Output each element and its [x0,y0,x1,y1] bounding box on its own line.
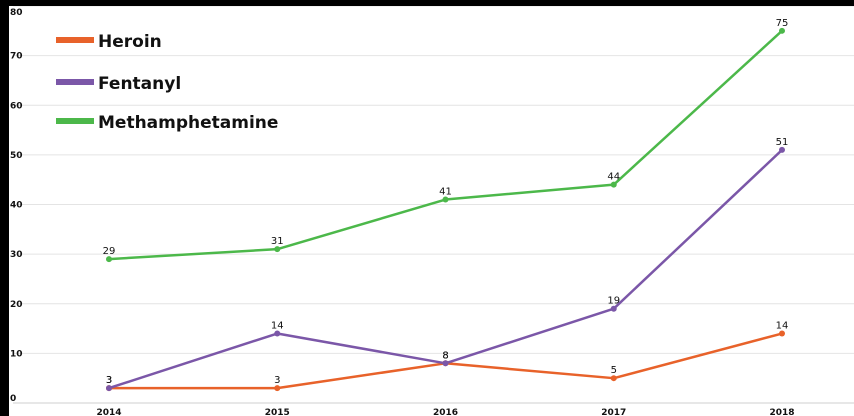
y-tick-label-70: 70 [10,52,23,62]
legend-label-fentanyl: Fentanyl [98,74,181,94]
data-label-methamphetamine-2016: 41 [439,187,452,198]
y-tick-label-80: 80 [10,8,23,18]
data-point-fentanyl-2016 [442,360,449,367]
x-tick-label-2015: 2015 [265,408,290,416]
series-line-methamphetamine [108,29,783,261]
data-point-heroin-2015 [274,385,281,392]
x-axis-ticks: 2014 2015 2016 2017 2018 [96,408,794,416]
legend-label-methamphetamine: Methamphetamine [98,113,278,133]
data-label-heroin-2018: 14 [776,321,789,332]
data-point-methamphetamine-2016 [442,196,449,203]
legend: Heroin Fentanyl Methamphetamine [56,32,278,133]
line-chart: 0 10 20 30 40 50 60 70 80 2014 2015 2016 2017 2018 3… [10,6,854,416]
legend-swatch-fentanyl [56,79,94,85]
data-label-fentanyl-2017: 19 [607,296,620,307]
data-label-heroin-2015: 3 [274,375,280,386]
y-tick-label-30: 30 [10,250,23,260]
grid-lines [13,6,854,404]
data-point-methamphetamine-2018 [779,27,785,34]
series-lines [108,29,783,390]
data-point-fentanyl-2018 [779,146,785,153]
y-tick-label-20: 20 [10,300,23,310]
data-label-heroin-2014: 3 [106,375,112,386]
data-label-methamphetamine-2015: 31 [271,236,284,247]
x-tick-label-2017: 2017 [601,408,626,416]
data-point-fentanyl-2015 [274,330,281,337]
data-point-fentanyl-2017 [610,305,617,312]
data-label-fentanyl-2016: 8 [442,350,448,361]
x-tick-label-2014: 2014 [96,408,121,416]
y-tick-label-50: 50 [10,151,23,161]
legend-label-heroin: Heroin [98,32,162,52]
data-label-methamphetamine-2018: 75 [776,18,789,29]
data-point-methamphetamine-2017 [610,181,617,188]
legend-swatch-heroin [56,37,94,43]
data-label-heroin-2017: 5 [611,365,617,376]
data-point-methamphetamine-2014 [106,256,112,263]
data-label-heroin-2016: 8 [442,350,448,361]
y-tick-label-60: 60 [10,101,23,111]
y-tick-label-10: 10 [10,349,23,359]
data-label-fentanyl-2018: 51 [776,137,789,148]
y-axis-ticks: 0 10 20 30 40 50 60 70 80 [10,8,23,404]
x-tick-label-2018: 2018 [769,408,794,416]
legend-swatch-methamphetamine [56,118,94,124]
data-point-heroin-2018 [779,330,785,337]
data-label-fentanyl-2014: 3 [106,375,112,386]
data-label-methamphetamine-2017: 44 [607,172,620,183]
data-point-fentanyl-2014 [106,385,112,392]
series-points [106,27,785,392]
data-point-methamphetamine-2015 [274,246,281,253]
y-tick-label-40: 40 [10,201,23,211]
data-point-heroin-2017 [610,375,617,382]
x-tick-label-2016: 2016 [433,408,458,416]
data-label-fentanyl-2015: 14 [271,321,284,332]
data-label-methamphetamine-2014: 29 [103,246,116,257]
y-tick-label-0: 0 [10,394,16,404]
chart-frame: 0 10 20 30 40 50 60 70 80 2014 2015 2016 2017 2018 3… [9,6,854,416]
